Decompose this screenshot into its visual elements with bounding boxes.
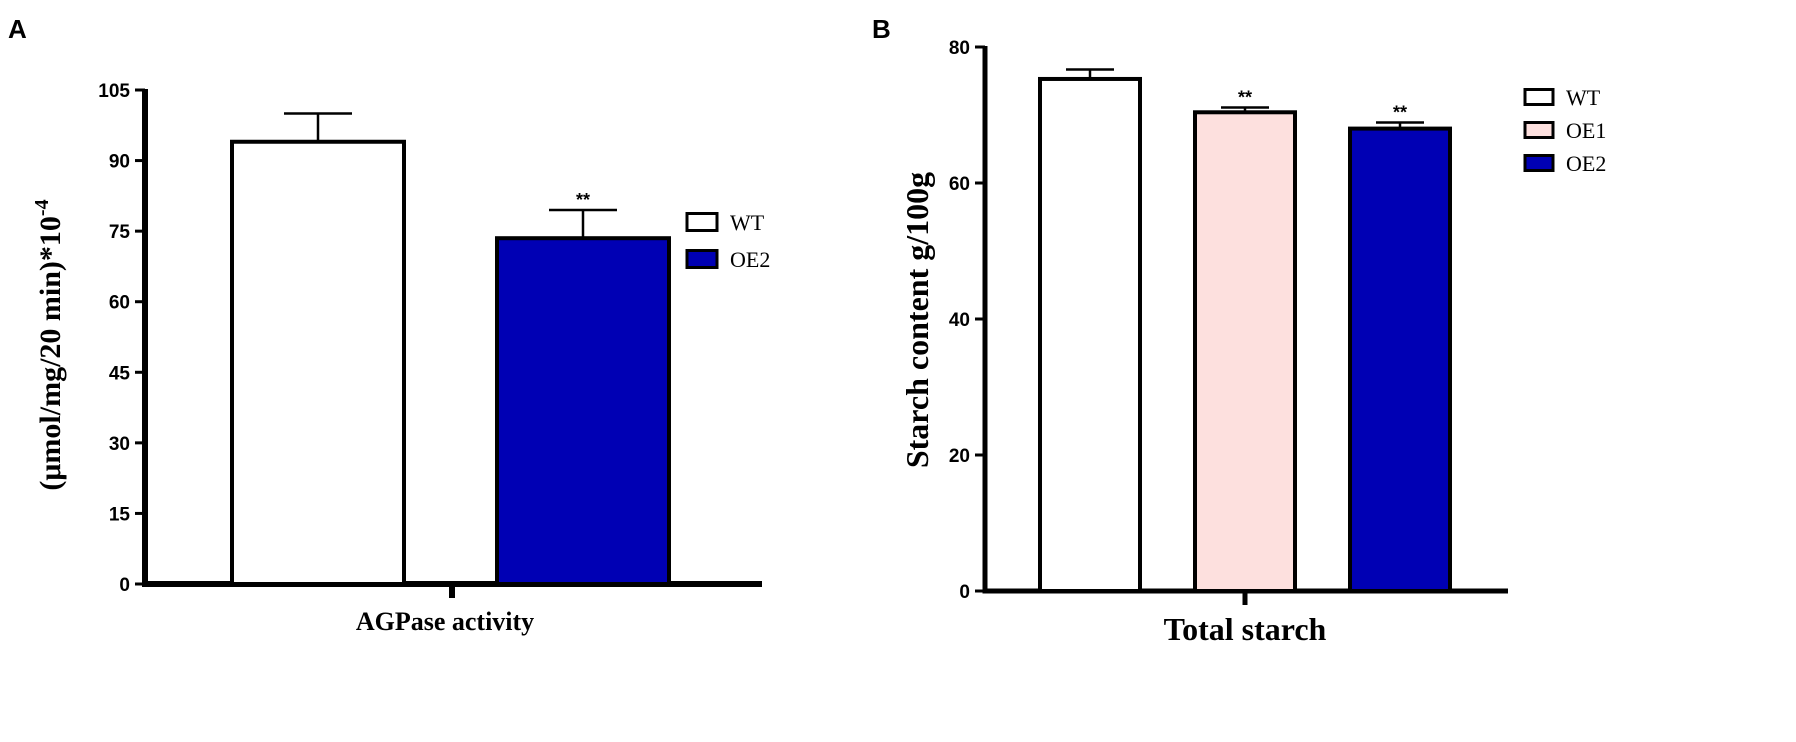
y-tick-label: 15 — [109, 504, 131, 525]
legend-label-oe2: OE2 — [1566, 151, 1606, 176]
bar-wt — [1038, 76, 1142, 593]
panel-a: A 0 15 30 45 60 75 90 105 ** WT OE2 (μmol/mg/20 … — [8, 14, 770, 636]
y-tick-label: 75 — [109, 222, 131, 243]
legend-swatch-oe2 — [685, 249, 719, 269]
panel-a-x-axis-label: AGPase activity — [356, 607, 534, 636]
legend-label-wt: WT — [1566, 85, 1601, 110]
y-tick-label: 0 — [119, 575, 130, 596]
bar-oe2 — [1348, 126, 1452, 593]
y-tick-label: 105 — [98, 81, 130, 102]
y-tick-label: 0 — [959, 582, 970, 603]
y-tick-label: 80 — [949, 38, 970, 59]
y-tick-label: 45 — [109, 363, 131, 384]
y-tick-label: 90 — [109, 152, 130, 173]
y-tick-label: 30 — [109, 434, 130, 455]
y-tick-label: 60 — [949, 174, 970, 195]
y-tick-label: 40 — [949, 310, 970, 331]
panel-a-y-axis-label-exponent: -4 — [31, 199, 53, 216]
legend-swatch-wt — [685, 212, 719, 232]
legend-label-oe1: OE1 — [1566, 118, 1606, 143]
bar-oe1 — [1193, 110, 1297, 593]
significance-oe1: ** — [1238, 88, 1252, 108]
bar-wt — [230, 139, 406, 586]
significance-oe2: ** — [1393, 102, 1407, 122]
legend-label-oe2: OE2 — [730, 247, 770, 272]
panel-a-y-axis-label: (μmol/mg/20 min)*10-4 — [31, 199, 67, 490]
panel-b: B 0 20 40 60 80 ** ** WT OE1 OE2 Starch content… — [872, 14, 1606, 647]
panel-b-x-axis-label: Total starch — [1164, 611, 1327, 647]
panel-a-y-axis-label-text: (μmol/mg/20 min)*10 — [34, 216, 67, 490]
y-tick-label: 60 — [109, 293, 130, 314]
panel-a-legend: WT OE2 — [685, 210, 770, 272]
panel-a-label: A — [8, 14, 27, 44]
panel-b-legend: WT OE1 OE2 — [1523, 85, 1606, 176]
significance-oe2: ** — [576, 190, 590, 210]
legend-label-wt: WT — [730, 210, 765, 235]
legend-swatch-oe2 — [1523, 154, 1555, 172]
bar-oe2 — [495, 236, 671, 586]
legend-swatch-oe1 — [1523, 121, 1555, 139]
panel-b-label: B — [872, 14, 891, 44]
legend-swatch-wt — [1523, 88, 1555, 106]
y-tick-label: 20 — [949, 446, 970, 467]
panel-b-y-axis-label: Starch content g/100g — [899, 172, 935, 468]
panel-b-bars: ** ** — [1038, 68, 1452, 593]
panel-a-bars: ** — [230, 112, 671, 586]
